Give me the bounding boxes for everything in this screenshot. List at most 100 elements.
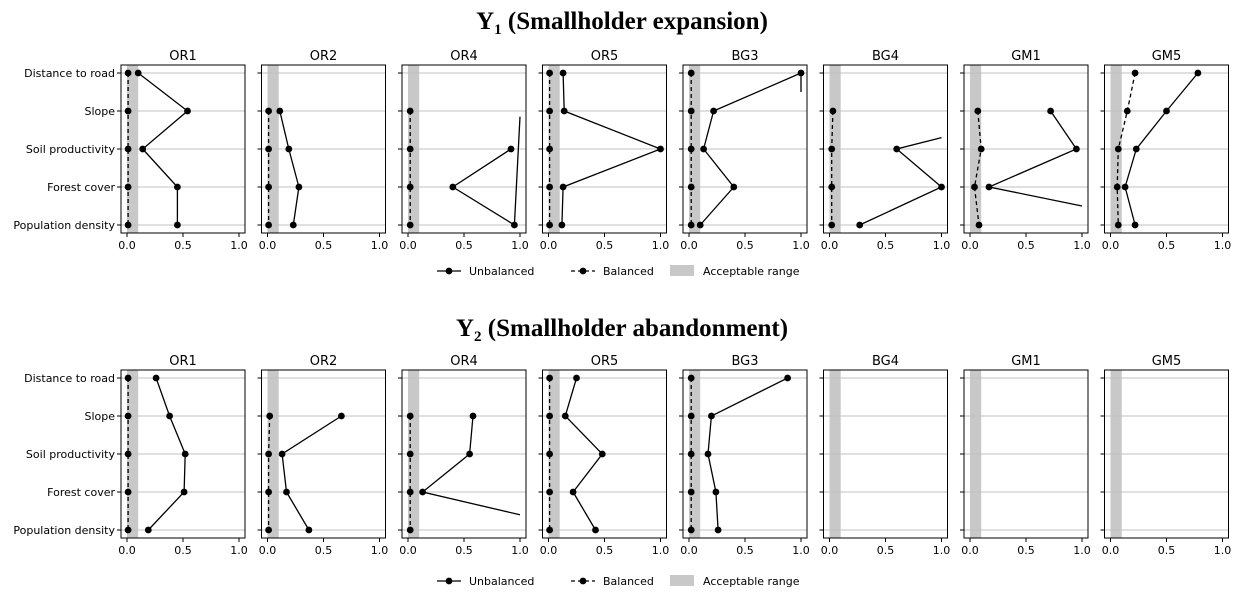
unbalanced-point [278, 450, 286, 458]
legend-balanced-label: Balanced [603, 575, 654, 588]
legend-2: Unbalanced Balanced Acceptable range [437, 575, 800, 588]
unbalanced-point [507, 145, 515, 153]
balanced-point [1113, 183, 1121, 191]
x-tick-label: 1.0 [933, 544, 951, 557]
panel-inner [261, 370, 386, 538]
unbalanced-point [797, 69, 805, 77]
panel-title: OR1 [169, 354, 197, 369]
balanced-point [124, 221, 132, 229]
panel-inner [261, 65, 386, 233]
balanced-point [828, 183, 836, 191]
balanced-point [975, 221, 983, 229]
legend-unbalanced-marker [445, 577, 453, 585]
panel-or5: OR5 0.0 0.5 1.0 [538, 354, 669, 557]
balanced-point [546, 221, 553, 229]
x-tick-label: 0.0 [399, 544, 417, 557]
panel-inner [1104, 65, 1229, 233]
x-tick-label: 0.0 [540, 239, 558, 252]
unbalanced-point [305, 526, 313, 534]
balanced-point [828, 145, 836, 153]
panel-inner [402, 370, 526, 538]
balanced-point [265, 183, 272, 191]
y-tick-label: Population density [13, 219, 115, 232]
unbalanced-point [893, 145, 901, 153]
figure-title-y1: Y1 (Smallholder expansion) [476, 8, 768, 38]
unbalanced-point [469, 412, 477, 420]
panel-bg3: BG3 0.0 0.5 1.0 [679, 49, 810, 252]
balanced-point [687, 412, 695, 420]
x-tick-label: 0.5 [315, 239, 333, 252]
unbalanced-point [559, 183, 567, 191]
balanced-point [687, 221, 695, 229]
balanced-point [265, 526, 272, 534]
unbalanced-point [511, 221, 518, 229]
x-tick-label: 0.5 [877, 239, 895, 252]
unbalanced-point [1132, 145, 1140, 153]
x-tick-label: 1.0 [230, 239, 248, 252]
balanced-point [406, 107, 414, 115]
unbalanced-point [938, 183, 945, 191]
balanced-point [265, 450, 272, 458]
legend-1: Unbalanced Balanced Acceptable range [437, 265, 800, 278]
unbalanced-line [279, 110, 300, 226]
balanced-point [974, 107, 982, 115]
figure-title-y2-main: Y [456, 315, 474, 342]
panel-bg3: BG3 0.0 0.5 1.0 [679, 354, 810, 557]
panel-inner [683, 370, 807, 538]
panel-or5: OR5 0.0 0.5 1.0 [538, 49, 670, 252]
panel-inner [1104, 370, 1229, 538]
balanced-point [829, 107, 837, 115]
unbalanced-point [181, 450, 189, 458]
panel-inner [542, 370, 667, 538]
x-tick-label: 1.0 [652, 239, 670, 252]
panel-inner [823, 65, 948, 233]
unbalanced-point [708, 412, 715, 420]
balanced-line [831, 110, 834, 225]
balanced-point [406, 488, 414, 496]
x-tick-label: 0.5 [455, 544, 473, 557]
unbalanced-point [1073, 145, 1080, 153]
y-tick-label: Distance to road [24, 372, 115, 385]
x-tick-label: 1.0 [1214, 239, 1232, 252]
unbalanced-point [710, 107, 717, 115]
x-tick-label: 1.0 [1214, 544, 1232, 557]
x-tick-label: 1.0 [1073, 544, 1091, 557]
legend-acceptable-swatch [670, 575, 694, 586]
balanced-point [124, 450, 132, 458]
unbalanced-point [338, 412, 345, 420]
balanced-point [971, 183, 978, 191]
x-tick-label: 0.0 [680, 544, 698, 557]
unbalanced-line [421, 415, 521, 516]
y-tick-label: Soil productivity [26, 143, 116, 156]
x-tick-label: 0.0 [821, 239, 839, 252]
unbalanced-line [451, 116, 521, 227]
panel-gm1: GM1 0.0 0.5 1.0 [960, 49, 1091, 252]
balanced-point [266, 412, 274, 420]
balanced-point [124, 488, 132, 496]
balanced-line [267, 415, 271, 530]
balanced-point [546, 488, 553, 496]
balanced-point [265, 145, 272, 153]
unbalanced-point [657, 145, 664, 153]
x-tick-label: 0.5 [315, 544, 333, 557]
unbalanced-point [144, 526, 152, 534]
panel-or1: OR1 0.0 0.5 1.0 Distance to road Slope Soil pr… [13, 49, 247, 252]
balanced-point [406, 450, 414, 458]
unbalanced-point [569, 488, 577, 496]
panel-title: BG3 [731, 49, 758, 64]
x-tick-label: 0.5 [455, 239, 473, 252]
balanced-point [828, 221, 836, 229]
balanced-point [124, 526, 132, 534]
x-tick-label: 0.0 [259, 544, 277, 557]
x-tick-label: 0.0 [961, 544, 979, 557]
legend-balanced-label: Balanced [603, 265, 654, 278]
balanced-point [546, 412, 553, 420]
x-tick-label: 0.5 [736, 239, 754, 252]
balanced-point [124, 145, 132, 153]
x-tick-label: 0.0 [961, 239, 979, 252]
unbalanced-point [1121, 183, 1129, 191]
x-tick-label: 0.0 [1102, 239, 1120, 252]
panel-title: BG3 [731, 354, 758, 369]
legend-acceptable-label: Acceptable range [703, 265, 800, 278]
figure-title-y2-rest: (Smallholder abandonment) [482, 315, 789, 342]
